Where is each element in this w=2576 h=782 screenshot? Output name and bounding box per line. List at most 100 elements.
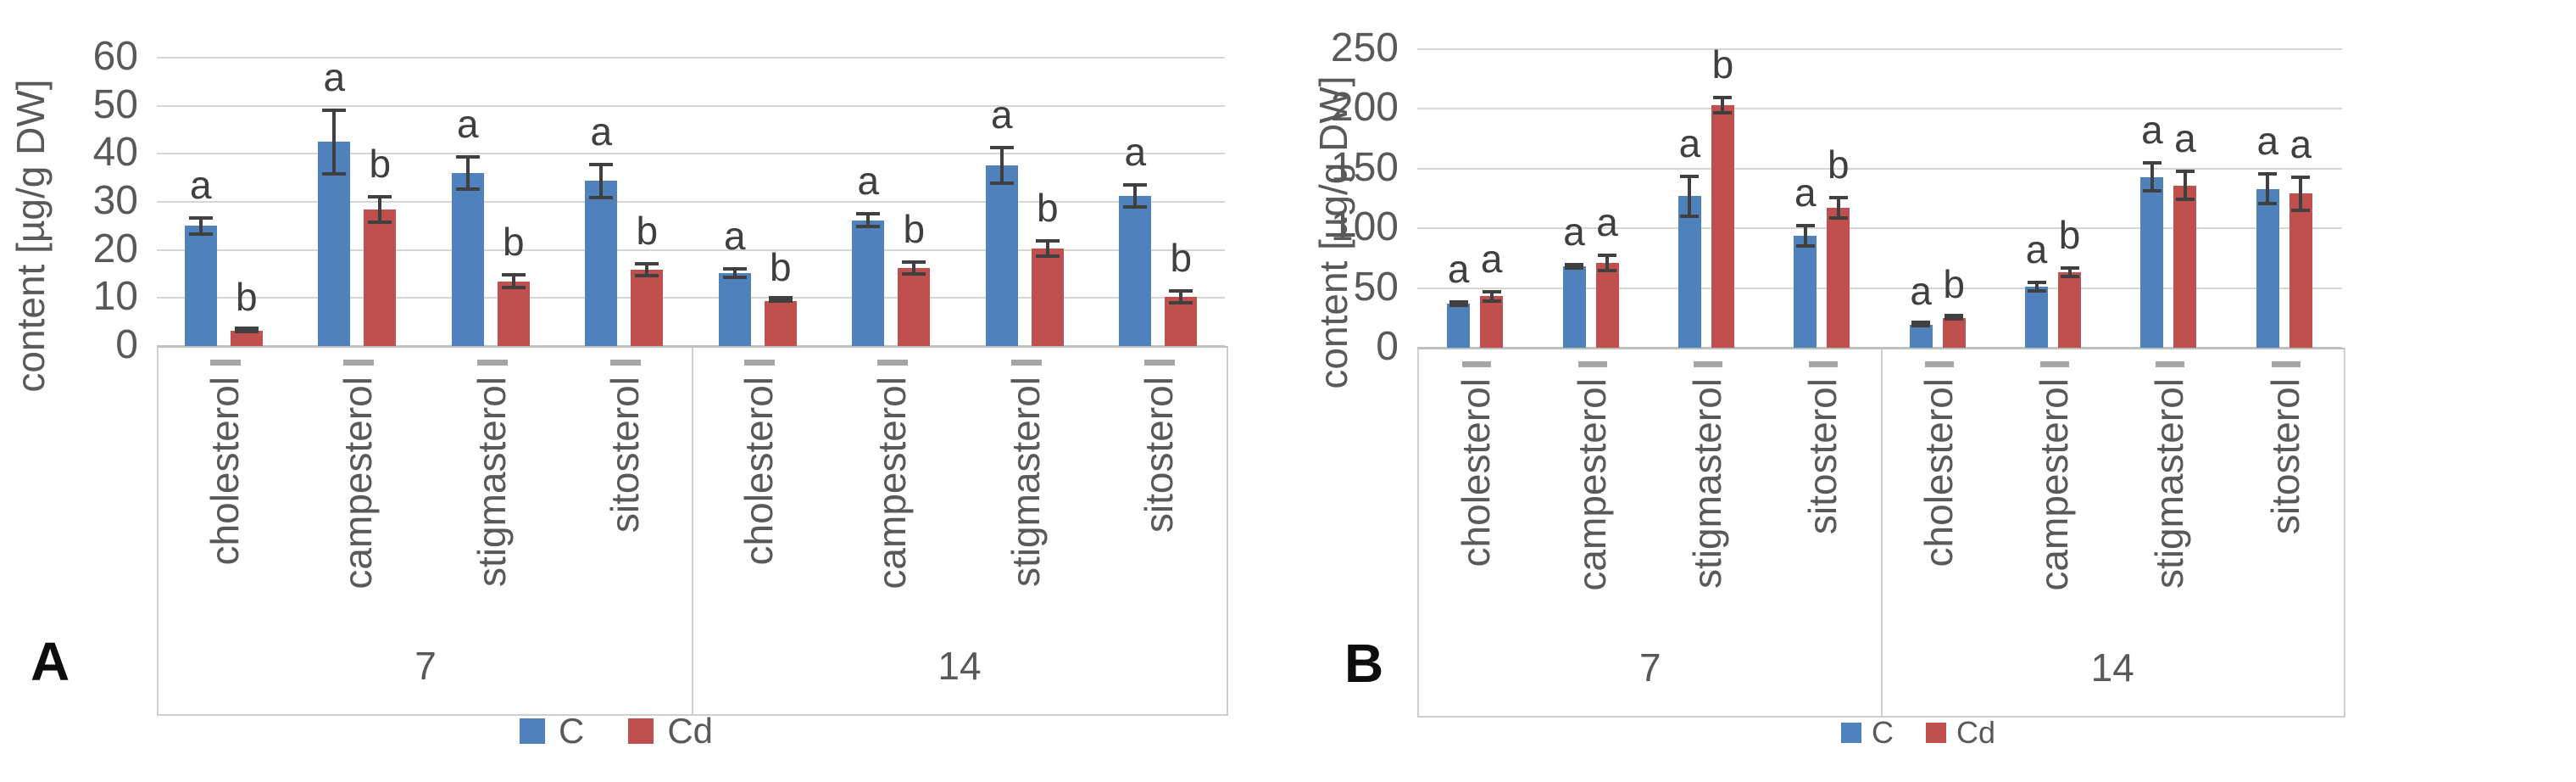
y-tick-label-100: 100	[1330, 204, 1399, 250]
bar-Cd-cholesterol-day14	[1942, 317, 1966, 348]
error-bar-C-sitosterol-day14	[2258, 172, 2278, 206]
sig-letter-C-campesterol-day14: a	[857, 159, 880, 204]
error-bar-Cd-cholesterol-day7	[234, 326, 259, 333]
category-tick-cholesterol	[209, 360, 241, 366]
category-tick-stigmasterol	[2156, 361, 2185, 367]
bar-Cd-cholesterol-day7	[230, 330, 263, 346]
y-tick-label-150: 150	[1330, 144, 1399, 190]
category-label-sitosterol-7: sitosterol	[603, 377, 648, 533]
category-label-sitosterol-7: sitosterol	[1800, 378, 1845, 535]
bar-C-campesterol-day14	[2025, 287, 2049, 348]
category-tick-stigmasterol	[1693, 361, 1722, 367]
category-label-cholesterol-7: cholesterol	[202, 377, 247, 566]
error-bar-stem	[1133, 187, 1138, 205]
sig-letter-Cd-stigmasterol-day7: b	[1711, 42, 1734, 87]
category-label-stigmasterol-7: stigmasterol	[469, 377, 514, 587]
y-tick-label-200: 200	[1330, 85, 1399, 131]
legend-swatch-cd	[628, 718, 654, 744]
sig-letter-C-stigmasterol-day14: a	[990, 92, 1013, 137]
sig-letter-Cd-stigmasterol-day14: b	[1036, 185, 1059, 230]
error-bar-stem	[1179, 293, 1183, 302]
error-bar-C-sitosterol-day7	[589, 162, 614, 199]
gridline-250	[1417, 48, 2342, 50]
y-tick-label-10: 10	[92, 274, 138, 320]
error-bar-C-cholesterol-day14	[722, 266, 747, 280]
error-bar-Cd-sitosterol-day14	[1169, 289, 1193, 305]
error-bar-stem	[599, 165, 604, 196]
sig-letter-Cd-sitosterol-day7: b	[636, 208, 659, 253]
category-tick-campesterol	[1577, 361, 1607, 367]
category-tick-stigmasterol	[1010, 360, 1042, 366]
category-tick-campesterol	[877, 360, 909, 366]
error-bar-C-stigmasterol-day14	[989, 146, 1014, 185]
bar-C-sitosterol-day14	[1119, 196, 1152, 346]
gridline-20	[157, 249, 1225, 251]
sig-letter-Cd-sitosterol-day14: a	[2289, 122, 2312, 167]
error-bar-C-stigmasterol-day7	[455, 155, 480, 191]
gridline-50	[1417, 287, 2342, 289]
gridline-10	[157, 297, 1225, 299]
error-bar-stem	[2150, 165, 2154, 189]
sig-letter-C-sitosterol-day7: a	[590, 109, 613, 154]
bar-C-cholesterol-day14	[1909, 325, 1933, 348]
legend-swatch-cd	[1925, 723, 1946, 743]
error-bar-stem	[1803, 226, 1807, 244]
gridline-100	[1417, 227, 2342, 230]
error-bar-Cd-stigmasterol-day14	[2175, 170, 2195, 201]
error-bar-stem	[1721, 98, 1725, 112]
error-bar-C-campesterol-day14	[2027, 281, 2046, 293]
category-label-sitosterol-14: sitosterol	[2262, 378, 2307, 535]
bar-Cd-campesterol-day7	[1595, 263, 1619, 348]
legend-label-c: C	[558, 711, 585, 751]
legend-item-cd: Cd	[628, 713, 713, 749]
error-bar-stem	[2183, 173, 2187, 198]
gridline-60	[157, 57, 1225, 59]
sig-letter-C-cholesterol-day7: a	[1447, 246, 1470, 291]
error-bar-stem	[378, 198, 382, 221]
category-label-campesterol-7: campesterol	[1569, 378, 1614, 591]
error-bar-Cd-sitosterol-day14	[2291, 176, 2311, 212]
error-bar-C-campesterol-day7	[1565, 263, 1584, 271]
gridline-200	[1417, 108, 2342, 110]
error-bar-stem	[912, 264, 916, 273]
sig-letter-Cd-cholesterol-day7: a	[1480, 237, 1503, 282]
error-bar-stem	[1688, 177, 1692, 215]
category-tick-cholesterol	[1924, 361, 1954, 367]
category-tick-cholesterol	[743, 360, 775, 366]
day-label-7: 7	[414, 644, 437, 688]
error-bar-C-cholesterol-day7	[1449, 299, 1468, 308]
category-axis-box: 7 cholesterol campesterol stigmasterol sitos…	[157, 346, 1228, 716]
sig-letter-C-stigmasterol-day7: a	[1678, 120, 1701, 165]
error-bar-C-sitosterol-day14	[1123, 183, 1148, 209]
error-bar-stem	[732, 270, 737, 276]
bar-C-campesterol-day14	[852, 220, 885, 346]
sig-letter-Cd-cholesterol-day7: b	[235, 275, 258, 320]
sig-letter-C-cholesterol-day14: a	[723, 213, 746, 258]
error-bar-stem	[645, 265, 649, 274]
gridline-150	[1417, 167, 2342, 170]
y-tick-label-50: 50	[1353, 264, 1399, 310]
sig-letter-C-sitosterol-day7: a	[1794, 170, 1817, 215]
category-label-campesterol-7: campesterol	[336, 377, 381, 589]
bar-C-cholesterol-day14	[718, 272, 751, 346]
category-label-cholesterol-7: cholesterol	[1454, 378, 1499, 567]
day-separator	[692, 348, 693, 714]
error-bar-C-cholesterol-day7	[188, 216, 213, 236]
bar-Cd-cholesterol-day7	[1480, 296, 1504, 348]
bar-C-cholesterol-day7	[1447, 303, 1471, 348]
sig-letter-C-stigmasterol-day7: a	[456, 102, 479, 147]
gridline-30	[157, 201, 1225, 203]
bar-C-sitosterol-day14	[2256, 188, 2279, 348]
legend-label-cd: Cd	[1956, 715, 1996, 750]
error-bar-stem	[2266, 176, 2270, 203]
bar-C-campesterol-day7	[1562, 266, 1586, 348]
y-tick-label-40: 40	[92, 130, 138, 176]
sig-letter-Cd-campesterol-day14: b	[903, 207, 926, 252]
error-bar-Cd-cholesterol-day14	[768, 296, 793, 303]
sig-letter-C-stigmasterol-day14: a	[2141, 108, 2163, 153]
error-bar-stem	[2299, 179, 2303, 209]
category-label-sitosterol-14: sitosterol	[1137, 377, 1182, 533]
bar-Cd-sitosterol-day7	[631, 269, 664, 346]
